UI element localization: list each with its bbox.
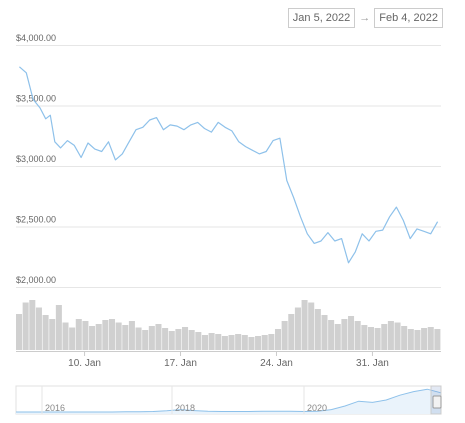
volume-bar	[255, 336, 262, 350]
volume-bar	[235, 334, 242, 350]
volume-bar	[29, 300, 36, 350]
volume-bar	[314, 309, 321, 350]
navigator-area	[16, 389, 441, 414]
price-line	[19, 66, 439, 264]
start-date-input[interactable]: Jan 5, 2022	[287, 8, 356, 28]
volume-bar	[188, 330, 195, 350]
volume-bar	[341, 319, 348, 350]
volume-bar	[274, 329, 282, 350]
volume-bar	[354, 321, 361, 350]
volume-bar	[122, 325, 129, 350]
date-range-selector: Jan 5, 2022 → Feb 4, 2022	[287, 8, 443, 28]
y-tick-label: $3,000.00	[16, 154, 56, 164]
volume-bar	[228, 335, 235, 350]
y-axis-ticks: $4,000.00 $3,500.00 $3,000.00 $2,500.00 $2,0…	[16, 33, 56, 285]
navigator-line	[16, 388, 442, 413]
y-tick-label: $2,500.00	[16, 215, 56, 225]
volume-bar	[95, 324, 102, 350]
navigator-tick-label: 2020	[307, 403, 327, 413]
volume-bar	[427, 327, 434, 350]
volume-bar	[328, 320, 335, 350]
volume-bar	[288, 314, 295, 350]
volume-bar	[374, 328, 381, 350]
volume-bar	[82, 321, 89, 350]
volume-bar	[69, 327, 76, 350]
volume-bar	[102, 320, 109, 350]
volume-bar	[62, 322, 69, 350]
volume-bar	[115, 322, 122, 350]
volume-bar	[414, 330, 421, 350]
volume-bar	[16, 314, 23, 350]
y-tick-label: $2,000.00	[16, 275, 56, 285]
navigator-tick-label: 2016	[45, 403, 65, 413]
volume-bar	[75, 319, 82, 350]
volume-bar	[148, 326, 155, 350]
volume-bar	[434, 329, 441, 350]
volume-bars	[16, 300, 441, 350]
volume-bar	[35, 307, 42, 350]
volume-bar	[55, 305, 62, 350]
volume-bar	[195, 332, 202, 350]
volume-bar	[162, 328, 169, 350]
volume-bar	[168, 331, 175, 350]
range-arrow-icon: →	[359, 12, 371, 24]
navigator[interactable]: 2016 2018 2020	[15, 385, 442, 415]
volume-bar	[155, 324, 162, 350]
y-tick-label: $3,500.00	[16, 94, 56, 104]
x-tick-label: 17. Jan	[164, 358, 197, 369]
navigator-handle[interactable]	[432, 395, 442, 409]
volume-bar	[281, 321, 288, 350]
volume-bar	[348, 316, 355, 350]
volume-bar	[394, 322, 401, 350]
x-tick-label: 10. Jan	[68, 358, 101, 369]
x-axis-ticks: 10. Jan 17. Jan 24. Jan 31. Jan	[16, 351, 441, 369]
navigator-tick-label: 2018	[175, 403, 195, 413]
volume-bar	[421, 328, 428, 350]
end-date-input[interactable]: Feb 4, 2022	[374, 8, 443, 28]
y-tick-label: $4,000.00	[16, 33, 56, 43]
volume-bar	[49, 319, 56, 350]
volume-bar	[367, 327, 374, 350]
volume-bar	[175, 329, 182, 350]
volume-bar	[334, 324, 341, 350]
volume-bar	[294, 307, 301, 350]
volume-bar	[248, 337, 255, 350]
volume-bar	[407, 329, 414, 350]
volume-bar	[22, 302, 29, 350]
volume-bar	[321, 315, 328, 350]
volume-bar	[308, 302, 315, 350]
volume-bar	[201, 335, 208, 350]
volume-bar	[241, 335, 248, 350]
volume-bar	[128, 321, 135, 350]
volume-bar	[208, 333, 215, 350]
price-line-series	[19, 66, 439, 264]
volume-bar	[401, 326, 408, 350]
volume-bar	[361, 325, 368, 350]
volume-bar	[261, 335, 268, 350]
volume-bar	[387, 321, 394, 350]
volume-bar	[182, 327, 189, 350]
volume-bar	[108, 319, 116, 350]
volume-bar	[42, 315, 49, 350]
volume-bar	[142, 330, 149, 350]
x-tick-label: 31. Jan	[356, 358, 389, 369]
x-tick-label: 24. Jan	[260, 358, 293, 369]
volume-bar	[135, 327, 142, 350]
volume-bar	[215, 334, 222, 350]
grid-lines	[16, 45, 441, 288]
volume-bar	[89, 326, 96, 350]
volume-bar	[301, 300, 308, 350]
volume-bar	[381, 324, 388, 350]
volume-bar	[268, 334, 275, 350]
volume-bar	[221, 336, 228, 350]
